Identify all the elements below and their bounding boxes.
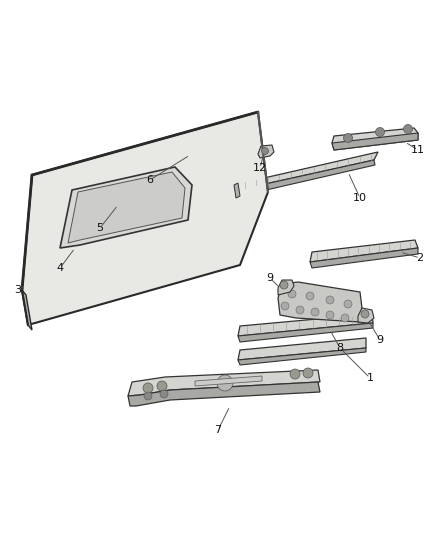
- Circle shape: [311, 308, 319, 316]
- Circle shape: [306, 292, 314, 300]
- Polygon shape: [238, 338, 366, 360]
- Polygon shape: [238, 152, 378, 190]
- Circle shape: [296, 306, 304, 314]
- Text: 9: 9: [266, 273, 274, 283]
- Polygon shape: [332, 133, 418, 150]
- Polygon shape: [128, 370, 320, 396]
- Text: 8: 8: [336, 343, 343, 353]
- Polygon shape: [238, 314, 373, 336]
- Polygon shape: [310, 248, 418, 268]
- Circle shape: [144, 392, 152, 400]
- Circle shape: [403, 125, 413, 133]
- Text: 2: 2: [417, 253, 424, 263]
- Polygon shape: [22, 112, 268, 325]
- Circle shape: [157, 381, 167, 391]
- Text: 10: 10: [353, 193, 367, 203]
- Circle shape: [361, 310, 369, 318]
- Polygon shape: [238, 160, 375, 196]
- Circle shape: [288, 290, 296, 298]
- Text: 4: 4: [57, 263, 64, 273]
- Polygon shape: [238, 348, 366, 365]
- Text: 11: 11: [411, 145, 425, 155]
- Circle shape: [217, 375, 233, 391]
- Text: 7: 7: [215, 425, 222, 435]
- Circle shape: [281, 302, 289, 310]
- Polygon shape: [358, 308, 374, 323]
- Circle shape: [344, 300, 352, 308]
- Polygon shape: [310, 240, 418, 262]
- Polygon shape: [195, 376, 262, 386]
- Circle shape: [343, 133, 353, 142]
- Circle shape: [326, 296, 334, 304]
- Polygon shape: [128, 382, 320, 406]
- Polygon shape: [234, 183, 240, 198]
- Polygon shape: [60, 167, 192, 248]
- Text: 6: 6: [146, 175, 153, 185]
- Circle shape: [280, 281, 288, 289]
- Circle shape: [143, 383, 153, 393]
- Text: 9: 9: [376, 335, 384, 345]
- Text: 12: 12: [253, 163, 267, 173]
- Circle shape: [326, 311, 334, 319]
- Polygon shape: [22, 290, 32, 330]
- Polygon shape: [278, 280, 294, 295]
- Polygon shape: [238, 323, 373, 342]
- Circle shape: [160, 390, 168, 398]
- Polygon shape: [332, 128, 418, 150]
- Text: 5: 5: [96, 223, 103, 233]
- Circle shape: [341, 314, 349, 322]
- Polygon shape: [258, 145, 274, 158]
- Polygon shape: [278, 282, 362, 322]
- Circle shape: [375, 127, 385, 136]
- Circle shape: [261, 148, 268, 155]
- Text: 3: 3: [14, 285, 21, 295]
- Circle shape: [303, 368, 313, 378]
- Text: 1: 1: [367, 373, 374, 383]
- Circle shape: [290, 369, 300, 379]
- Polygon shape: [68, 172, 185, 243]
